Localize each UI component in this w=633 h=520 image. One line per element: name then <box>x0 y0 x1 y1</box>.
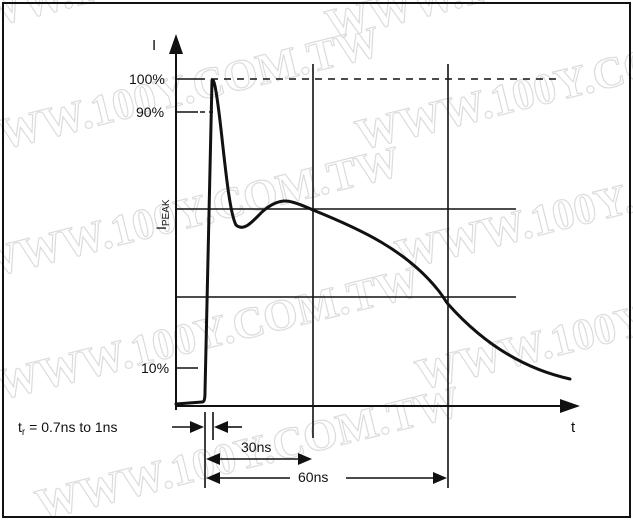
y-tick-label-10: 10% <box>141 360 169 376</box>
ipeak-label-main: I <box>153 226 169 230</box>
duration-30ns-head-left <box>206 453 220 465</box>
watermark-text: WWW.100Y.COM.TW <box>391 127 633 280</box>
rise-time-rest: = 0.7ns to 1ns <box>25 419 117 435</box>
duration-60ns-label: 60ns <box>298 469 328 485</box>
y-axis-arrowhead <box>169 34 183 54</box>
rise-time-label: tr = 0.7ns to 1ns <box>18 419 117 438</box>
ipeak-label: IPEAK <box>153 199 172 230</box>
y-tick-label-100: 100% <box>129 71 165 87</box>
rise-arrow-left-head <box>190 421 204 433</box>
watermark-text: WWW.100Y.COM.TW <box>0 137 405 290</box>
rise-time-sub: r <box>22 427 26 438</box>
watermark-text: WWW.100Y.COM.TW <box>0 257 425 410</box>
duration-60ns-head-right <box>433 472 447 484</box>
watermark-text: WWW.100Y.COM.TW <box>411 247 633 400</box>
x-axis-arrowhead <box>560 399 580 413</box>
rise-time-t: t <box>18 419 22 435</box>
duration-30ns-head-right <box>298 453 312 465</box>
x-axis-label: t <box>571 419 576 436</box>
ipeak-label-sub: PEAK <box>161 199 172 226</box>
y-tick-label-90: 90% <box>136 104 164 120</box>
current-waveform <box>174 78 572 406</box>
y-axis-label: I <box>152 37 156 54</box>
duration-30ns-label: 30ns <box>241 439 271 455</box>
duration-60ns-head-left <box>206 472 220 484</box>
svg-text:IPEAK: IPEAK <box>153 199 172 230</box>
watermark-text: WWW.100Y.COM.TW <box>0 17 385 170</box>
rise-arrow-right-head <box>214 421 228 433</box>
